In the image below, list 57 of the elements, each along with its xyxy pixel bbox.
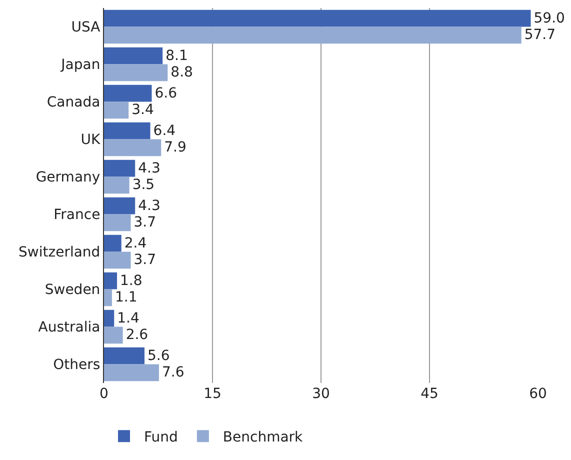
bar [104, 234, 122, 252]
data-label: 1.8 [120, 272, 142, 289]
bar [104, 26, 522, 44]
data-label: 4.3 [138, 160, 160, 176]
y-tick-label: Canada [46, 94, 100, 111]
bar [104, 122, 150, 140]
y-tick-label: Germany [36, 170, 100, 186]
data-label: 3.7 [134, 214, 156, 231]
y-tick-label: Japan [60, 57, 100, 74]
x-tick-label: 15 [204, 386, 222, 402]
y-tick-label: Others [53, 357, 100, 374]
data-label: 5.6 [148, 348, 170, 364]
bar [104, 10, 531, 27]
bar [104, 64, 168, 82]
bar [104, 289, 112, 306]
data-label: 6.4 [153, 122, 176, 139]
bar [104, 347, 145, 364]
data-label: 7.9 [164, 140, 186, 156]
data-label: 2.4 [124, 235, 147, 252]
y-tick-label: France [54, 207, 100, 224]
data-label: 8.1 [166, 48, 188, 64]
legend-label: Fund [144, 430, 178, 446]
data-label: 57.7 [524, 27, 556, 44]
data-label: 3.4 [132, 102, 154, 118]
bar [104, 364, 159, 382]
bar [104, 176, 130, 194]
legend-label: Benchmark [222, 430, 304, 446]
data-label: 3.5 [132, 177, 155, 194]
bar [104, 160, 136, 177]
data-label: 7.6 [162, 364, 184, 381]
y-tick-label: USA [71, 20, 101, 36]
data-label: 4.3 [138, 198, 160, 214]
bar [104, 47, 163, 64]
bar [104, 197, 136, 214]
y-tick-label: Switzerland [18, 244, 100, 261]
bar [104, 139, 162, 156]
bar [104, 84, 152, 102]
bar [104, 252, 131, 269]
y-tick-label: UK [80, 132, 102, 148]
bar [104, 310, 114, 327]
data-label: 3.7 [134, 252, 156, 268]
bar [104, 102, 129, 119]
y-tick-label: Australia [38, 320, 100, 336]
bar [104, 272, 118, 290]
y-tick-label: Sweden [44, 282, 100, 298]
data-label: 6.6 [154, 85, 178, 102]
bar [104, 326, 123, 344]
data-label: 1.4 [117, 310, 140, 326]
data-label: 8.8 [170, 64, 193, 81]
x-tick-label: 60 [529, 386, 547, 402]
data-label: 1.1 [114, 290, 138, 306]
data-label: 59.0 [534, 10, 565, 26]
x-tick-label: 30 [312, 386, 330, 402]
x-tick-label: 45 [420, 386, 438, 402]
bar [104, 214, 131, 232]
data-label: 2.6 [126, 327, 148, 344]
x-tick-label: 0 [100, 386, 108, 402]
